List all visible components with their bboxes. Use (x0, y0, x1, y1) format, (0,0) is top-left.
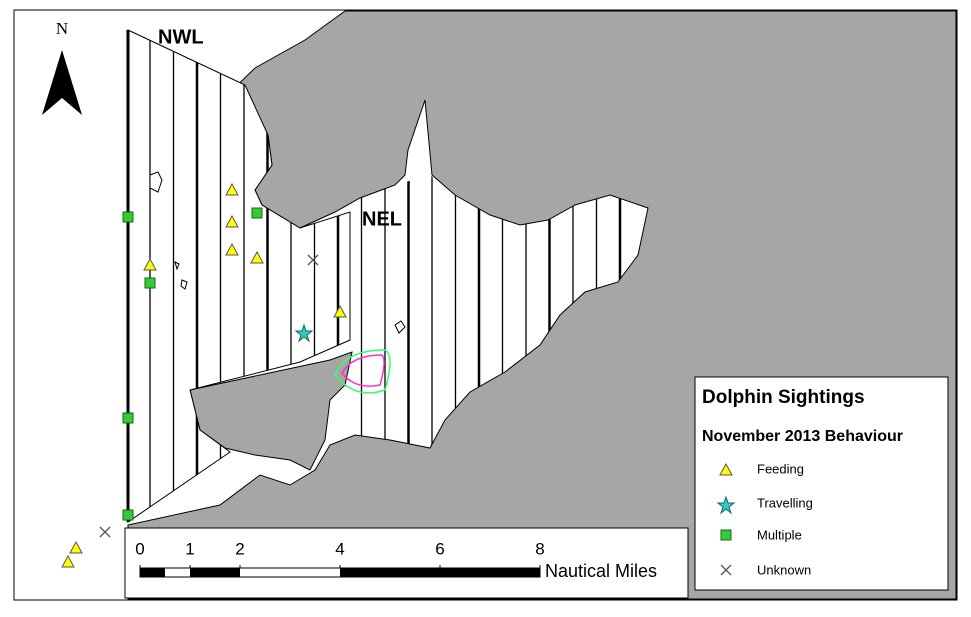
legend-item: Feeding (757, 461, 804, 476)
legend-subtitle: November 2013 Behaviour (702, 428, 903, 445)
scale-tick-label: 4 (335, 539, 344, 558)
legend-item: Unknown (757, 562, 811, 577)
legend-item: Travelling (757, 495, 813, 510)
area-label: NEL (362, 208, 402, 230)
islands (149, 171, 406, 334)
scale-bar: 0 1 2 4 6 8 (135, 539, 545, 578)
north-arrow (42, 50, 82, 115)
scale-segment (190, 568, 240, 577)
scale-tick-label: 0 (135, 539, 144, 558)
sightings (61, 182, 347, 568)
north-label: N (56, 19, 68, 38)
scale-tick-label: 8 (535, 539, 544, 558)
legend-symbol (719, 462, 733, 476)
legend (694, 376, 949, 591)
scale-tick-label: 6 (435, 539, 444, 558)
scale-segment (140, 568, 165, 577)
scale-tick-label: 1 (185, 539, 194, 558)
area-label: NWL (158, 26, 204, 48)
legend-item: Multiple (757, 527, 802, 542)
zone-outline (334, 349, 391, 394)
legend-title: Dolphin Sightings (702, 387, 865, 408)
scale-segment (340, 568, 440, 577)
scale-segment (440, 568, 540, 577)
scale-box (124, 527, 689, 599)
legend-symbol (720, 529, 732, 541)
zone-outline (341, 354, 385, 387)
legend-symbol (716, 495, 736, 515)
survey-area (127, 29, 351, 523)
scale-tick-label: 2 (235, 539, 244, 558)
legend-symbol (720, 564, 732, 576)
scale-unit: Nautical Miles (545, 561, 657, 581)
